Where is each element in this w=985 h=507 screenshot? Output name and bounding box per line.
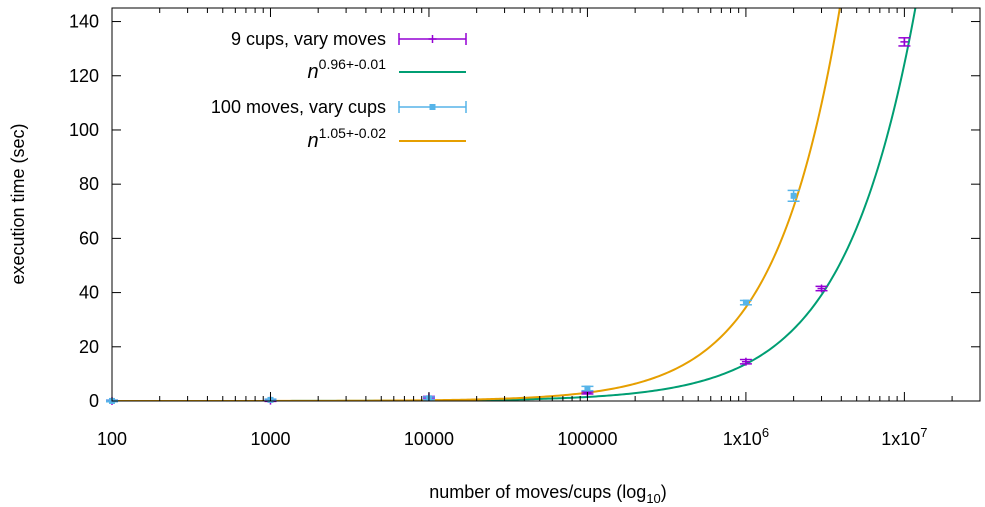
y-tick-label: 20 xyxy=(79,337,99,357)
x-tick-label: 1000 xyxy=(250,429,290,449)
legend-label: n1.05+-0.02 xyxy=(308,125,387,152)
data-point xyxy=(739,299,752,306)
legend-label: n0.96+-0.01 xyxy=(308,56,387,83)
y-axis-ticks: 0 20 40 60 80 100 120 140 xyxy=(69,12,980,411)
y-tick-label: 120 xyxy=(69,66,99,86)
fit-curves xyxy=(112,8,917,401)
x-tick-label: 1x106 xyxy=(723,425,769,449)
legend-label: 100 moves, vary cups xyxy=(211,97,386,117)
y-tick-label: 60 xyxy=(79,228,99,248)
x-axis-label-main: number of moves/cups (log xyxy=(429,482,646,502)
fit-line xyxy=(112,8,917,401)
data-points xyxy=(106,37,911,405)
x-axis-label-subscript: 10 xyxy=(646,491,660,506)
y-tick-label: 100 xyxy=(69,120,99,140)
data-point xyxy=(815,284,828,293)
legend-entry: 9 cups, vary moves xyxy=(231,29,467,49)
square-marker xyxy=(429,104,436,110)
y-tick-label: 140 xyxy=(69,12,99,32)
square-marker xyxy=(742,299,749,306)
data-point xyxy=(581,385,594,392)
data-point xyxy=(787,189,800,202)
x-axis-ticks: 100 1000 10000 100000 1x106 1x107 xyxy=(97,8,981,449)
legend-entry: n0.96+-0.01 xyxy=(308,56,466,83)
legend-entry: n1.05+-0.02 xyxy=(308,125,466,152)
y-tick-label: 80 xyxy=(79,174,99,194)
y-axis-label: execution time (sec) xyxy=(8,123,28,284)
legend: 9 cups, vary moves n0.96+-0.01 100 moves, … xyxy=(211,29,467,152)
y-tick-label: 0 xyxy=(89,391,99,411)
x-axis-label: number of moves/cups (log10) xyxy=(429,482,667,506)
fit-line xyxy=(112,8,841,401)
plot-frame xyxy=(111,7,981,402)
data-point xyxy=(739,357,752,366)
x-tick-label: 100000 xyxy=(557,429,617,449)
square-marker xyxy=(790,192,797,199)
legend-entry: 100 moves, vary cups xyxy=(211,97,467,117)
y-tick-label: 40 xyxy=(79,283,99,303)
legend-label: 9 cups, vary moves xyxy=(231,29,386,49)
x-tick-label: 100 xyxy=(97,429,127,449)
x-tick-label: 1x107 xyxy=(881,425,927,449)
x-axis-label-suffix: ) xyxy=(661,482,667,502)
square-marker xyxy=(584,385,591,392)
x-tick-label: 10000 xyxy=(404,429,454,449)
data-point xyxy=(898,37,911,47)
